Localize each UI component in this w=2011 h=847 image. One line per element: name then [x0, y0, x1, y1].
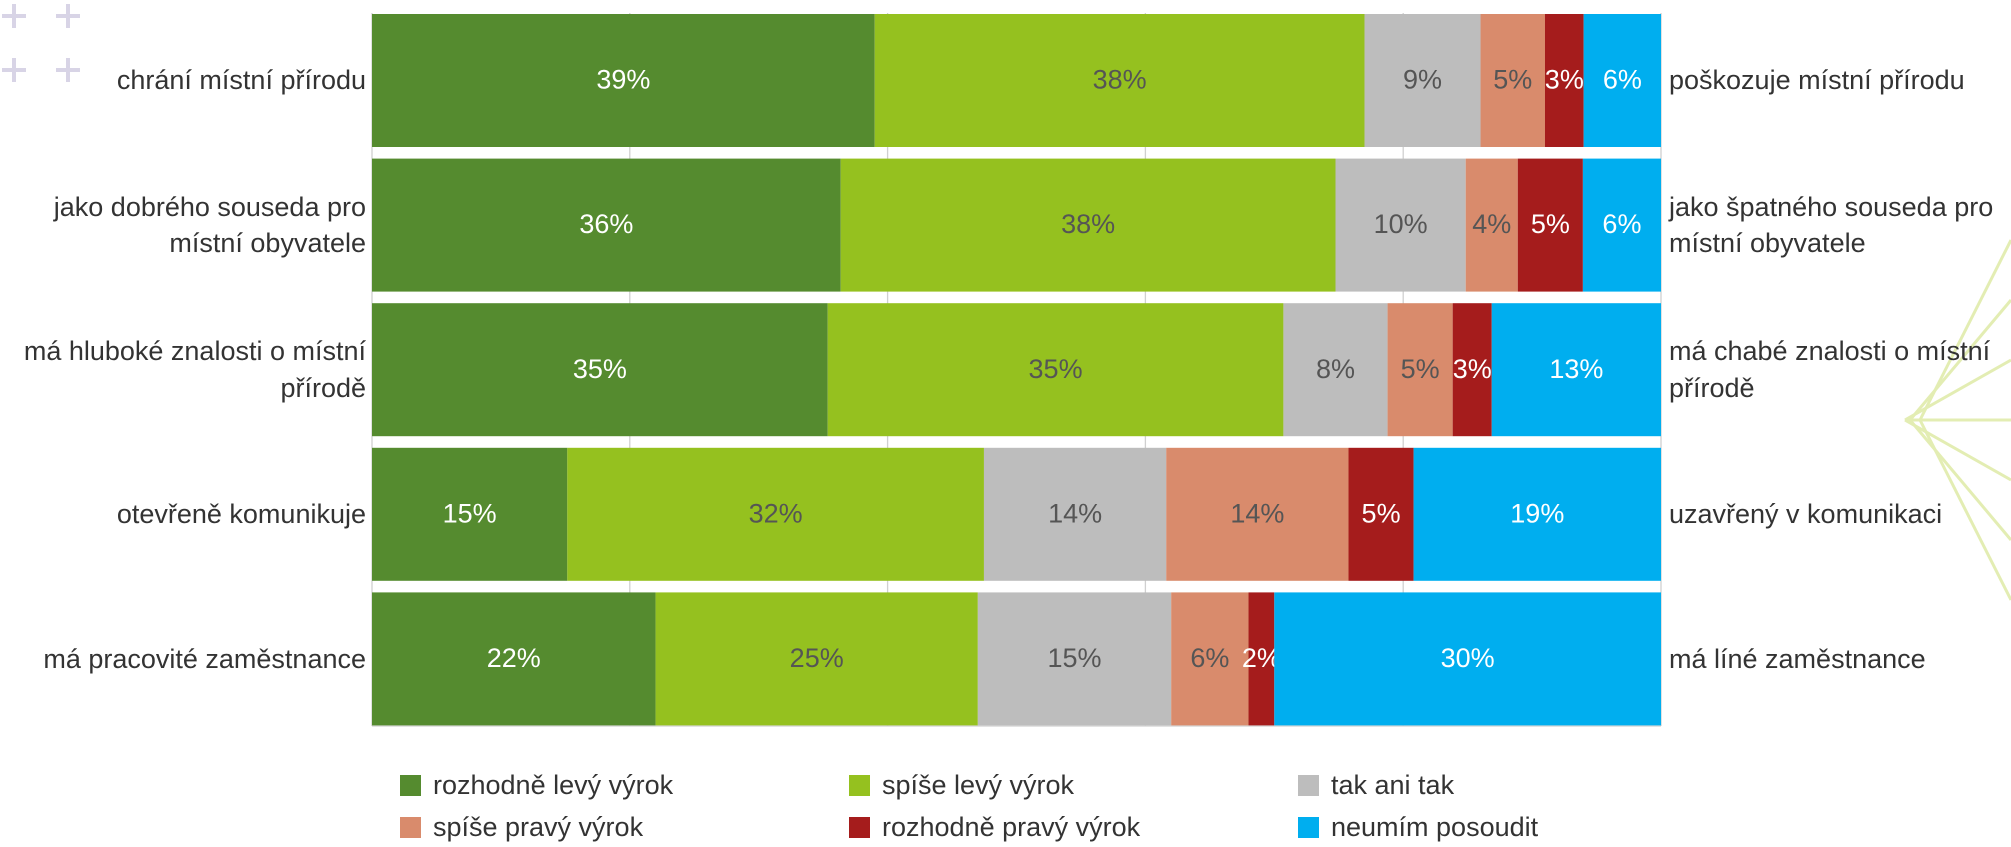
data-label: 19%: [1510, 498, 1564, 528]
legend-label: neumím posoudit: [1331, 812, 1538, 843]
data-label: 14%: [1048, 498, 1102, 528]
legend-swatch: [849, 775, 870, 796]
data-label: 3%: [1453, 354, 1492, 384]
data-label: 14%: [1230, 498, 1284, 528]
data-label: 8%: [1316, 354, 1355, 384]
category-label: má pracovité zaměstnance: [0, 592, 366, 725]
data-label: 32%: [749, 498, 803, 528]
data-label: 38%: [1061, 209, 1115, 239]
data-label: 6%: [1602, 209, 1641, 239]
legend-swatch: [849, 817, 870, 838]
data-label: 22%: [487, 643, 541, 673]
legend-label: spíše pravý výrok: [433, 812, 643, 843]
legend-label: tak ani tak: [1331, 770, 1454, 801]
category-label: poškozuje místní přírodu: [1669, 14, 2004, 147]
data-label: 25%: [790, 643, 844, 673]
category-label: chrání místní přírodu: [0, 14, 366, 147]
category-label: jako dobrého souseda pro místní obyvatel…: [0, 159, 366, 292]
legend-swatch: [400, 817, 421, 838]
data-label: 5%: [1362, 498, 1401, 528]
data-label: 15%: [1047, 643, 1101, 673]
data-label: 5%: [1401, 354, 1440, 384]
data-label: 6%: [1603, 65, 1642, 95]
data-label: 35%: [573, 354, 627, 384]
legend-entry: rozhodně pravý výrok: [849, 812, 1140, 843]
data-label: 5%: [1493, 65, 1532, 95]
legend-label: rozhodně pravý výrok: [882, 812, 1140, 843]
legend-label: rozhodně levý výrok: [433, 770, 673, 801]
legend-entry: spíše levý výrok: [849, 770, 1074, 801]
data-label: 10%: [1374, 209, 1428, 239]
legend-swatch: [1298, 817, 1319, 838]
category-label: má hluboké znalosti o místní přírodě: [0, 303, 366, 436]
legend-entry: spíše pravý výrok: [400, 812, 643, 843]
category-label: otevřeně komunikuje: [0, 448, 366, 581]
legend-entry: tak ani tak: [1298, 770, 1454, 801]
data-label: 39%: [596, 65, 650, 95]
page: 39% 38% 9% 5% 3% 6% 36% 38% 10% 4% 5% 6% 35% 35% 8% 5% 3…: [0, 0, 2011, 847]
data-label: 6%: [1190, 643, 1229, 673]
data-label: 38%: [1093, 65, 1147, 95]
legend-swatch: [1298, 775, 1319, 796]
category-label: uzavřený v komunikaci: [1669, 448, 2004, 581]
data-label: 5%: [1531, 209, 1570, 239]
legend-swatch: [400, 775, 421, 796]
data-label: 30%: [1441, 643, 1495, 673]
legend-label: spíše levý výrok: [882, 770, 1074, 801]
data-label: 15%: [443, 498, 497, 528]
category-label: jako špatného souseda pro místní obyvate…: [1669, 159, 2004, 292]
legend-entry: rozhodně levý výrok: [400, 770, 673, 801]
data-label: 13%: [1549, 354, 1603, 384]
category-label: má chabé znalosti o místní přírodě: [1669, 303, 2004, 436]
data-label: 4%: [1472, 209, 1511, 239]
category-label: má líné zaměstnance: [1669, 592, 2004, 725]
data-label: 9%: [1403, 65, 1442, 95]
data-label: 35%: [1029, 354, 1083, 384]
data-label: 3%: [1545, 65, 1584, 95]
data-label: 36%: [579, 209, 633, 239]
legend-entry: neumím posoudit: [1298, 812, 1538, 843]
